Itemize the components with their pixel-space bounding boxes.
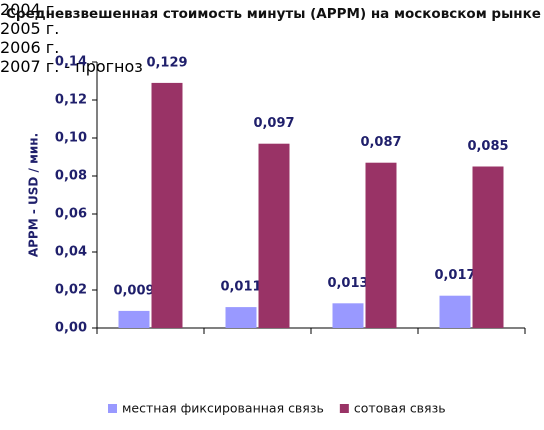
bar bbox=[225, 307, 257, 328]
bar bbox=[258, 143, 290, 328]
value-label: 0,097 bbox=[253, 116, 294, 131]
y-tick-label: 0,12 bbox=[55, 93, 87, 108]
x-tick-label: 2007 г. - прогноз bbox=[0, 57, 143, 76]
legend-label: сотовая связь bbox=[354, 401, 446, 416]
x-tick-label: 2004 г. bbox=[0, 0, 60, 19]
bar bbox=[365, 162, 397, 328]
y-tick-label: 0,08 bbox=[55, 169, 87, 184]
value-label: 0,017 bbox=[434, 268, 475, 283]
value-label: 0,011 bbox=[220, 280, 261, 295]
chart-title: Средневзвешенная стоимость минуты (APPM)… bbox=[6, 6, 541, 22]
value-label: 0,009 bbox=[113, 283, 154, 298]
bar bbox=[118, 310, 150, 328]
legend-label: местная фиксированная связь bbox=[122, 401, 324, 416]
value-label: 0,087 bbox=[360, 135, 401, 150]
bar bbox=[472, 166, 504, 328]
legend-swatch bbox=[339, 404, 349, 413]
value-label: 0,013 bbox=[327, 276, 368, 291]
value-label: 0,085 bbox=[467, 139, 508, 154]
bar bbox=[439, 295, 471, 328]
bar bbox=[151, 82, 183, 329]
x-tick-label: 2006 г. bbox=[0, 38, 60, 57]
y-tick-label: 0,10 bbox=[55, 131, 87, 146]
legend-swatch bbox=[108, 404, 117, 413]
y-axis-label: APPM - USD / мин. bbox=[27, 133, 41, 257]
y-tick-label: 0,04 bbox=[55, 245, 87, 260]
y-tick-label: 0,06 bbox=[55, 207, 87, 222]
y-tick-label: 0,00 bbox=[55, 321, 87, 336]
value-label: 0,129 bbox=[146, 55, 187, 70]
bar bbox=[332, 303, 364, 328]
x-tick-label: 2005 г. bbox=[0, 19, 60, 38]
y-tick-label: 0,14 bbox=[55, 55, 87, 70]
y-tick-label: 0,02 bbox=[55, 283, 87, 298]
